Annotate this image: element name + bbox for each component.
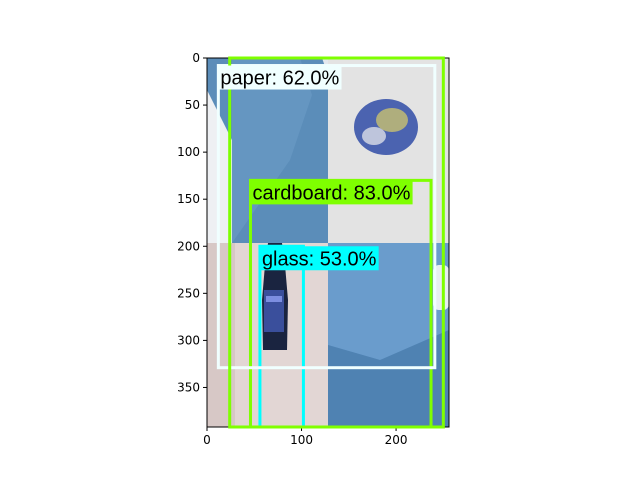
detection-label: glass: 53.0% xyxy=(262,248,377,270)
x-tick-label: 200 xyxy=(385,433,408,447)
y-tick-label: 350 xyxy=(177,380,200,394)
x-axis: 0 100 200 xyxy=(203,427,408,447)
y-tick-label: 150 xyxy=(177,192,200,206)
detection-label-background xyxy=(250,180,413,205)
x-tick-label: 100 xyxy=(290,433,313,447)
detection-label-background xyxy=(259,246,379,271)
x-tick-label: 0 xyxy=(203,433,211,447)
y-tick-label: 0 xyxy=(192,51,200,65)
photo-image xyxy=(207,58,449,427)
detection-label: paper: 62.0% xyxy=(220,68,339,90)
y-tick-label: 250 xyxy=(177,286,200,300)
detection-box xyxy=(228,56,445,429)
detections-layer: cardboard: 83.0% glass: 53.0% paper: 62.0% xyxy=(216,56,445,429)
y-tick-label: 300 xyxy=(177,333,200,347)
detection-label-background xyxy=(218,65,342,90)
y-tick-label: 100 xyxy=(177,145,200,159)
y-axis: 0 50 100 150 200 250 300 350 xyxy=(177,51,207,394)
y-tick-label: 50 xyxy=(185,98,200,112)
y-tick-label: 200 xyxy=(177,239,200,253)
detection-label: cardboard: 83.0% xyxy=(252,182,410,204)
